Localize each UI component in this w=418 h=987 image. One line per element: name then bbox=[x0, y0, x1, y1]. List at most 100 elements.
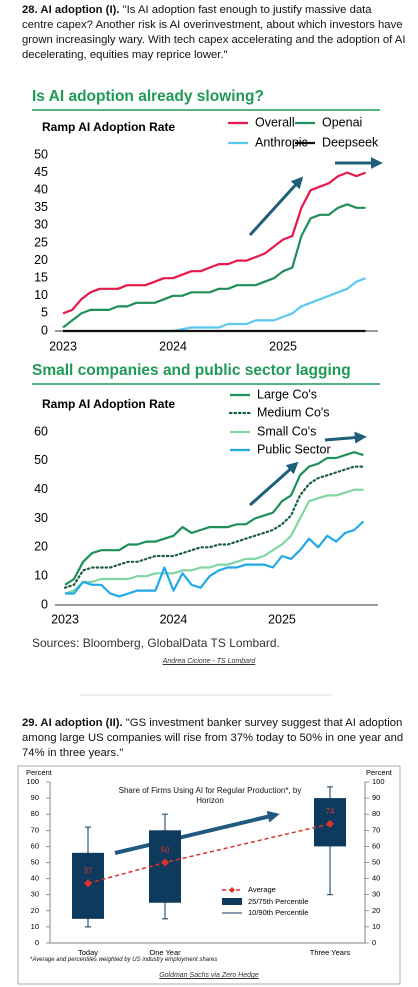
y2-tick-label: 90 bbox=[372, 793, 380, 802]
y2-tick-label: 20 bbox=[372, 906, 380, 915]
x-tick-label: Today bbox=[78, 948, 98, 957]
y-tick-label: 50 bbox=[31, 857, 39, 866]
credit: Goldman Sachs via Zero Hedge bbox=[159, 972, 259, 979]
quote: "Is AI adoption fast enough to justify m… bbox=[22, 4, 406, 61]
series-line bbox=[62, 171, 366, 315]
series-line bbox=[65, 520, 365, 598]
source: Sources: Bloomberg, GlobalData TS Lombar… bbox=[32, 636, 280, 650]
mean-line bbox=[87, 823, 331, 885]
y-tick-label: 100 bbox=[26, 777, 39, 786]
y2-tick-label: 50 bbox=[372, 857, 380, 866]
y2-tick-label: 80 bbox=[372, 809, 380, 818]
x-tick-label: 2025 bbox=[268, 612, 296, 626]
legend-marker bbox=[229, 887, 235, 893]
y-tick-label: 40 bbox=[31, 874, 39, 883]
y-tick-label: 30 bbox=[34, 218, 48, 232]
y-tick-label: 20 bbox=[31, 906, 39, 915]
y-tick-label: 60 bbox=[34, 424, 48, 438]
trend-arrow bbox=[249, 461, 299, 507]
chart-subtitle: Ramp AI Adoption Rate bbox=[42, 397, 175, 411]
y-tick-label: 45 bbox=[34, 165, 48, 179]
credit: Andrea Cicione - TS Lombard bbox=[162, 658, 256, 665]
y-tick-label: 20 bbox=[34, 540, 48, 554]
x-tick-label: Three Years bbox=[310, 948, 351, 957]
series-line bbox=[64, 451, 364, 586]
chart-subtitle: Ramp AI Adoption Rate bbox=[42, 120, 175, 134]
y-tick-label: 50 bbox=[34, 453, 48, 467]
paragraph: 28. AI adoption (I). "Is AI adoption fas… bbox=[22, 3, 406, 63]
legend-label: Large Co's bbox=[257, 387, 317, 401]
mean-marker bbox=[84, 879, 92, 888]
y-tick-label: 5 bbox=[41, 306, 48, 320]
x-tick-label: 2024 bbox=[159, 339, 187, 353]
chart-title: Small companies and public sector laggin… bbox=[32, 362, 351, 379]
y-tick-label: 60 bbox=[31, 841, 39, 850]
heading: 28. AI adoption (I). bbox=[22, 4, 120, 16]
box bbox=[149, 830, 181, 903]
footnote: *Average and percentiles weighted by US … bbox=[30, 957, 218, 963]
legend-label: Small Co's bbox=[257, 424, 316, 438]
series-line bbox=[63, 277, 366, 333]
y-tick-label: 50 bbox=[34, 147, 48, 161]
trend-arrow bbox=[248, 176, 304, 237]
trend-arrow bbox=[324, 431, 367, 444]
heading: 29. AI adoption (II). bbox=[22, 717, 123, 729]
legend-label: Medium Co's bbox=[257, 405, 330, 419]
y-tick-label: 0 bbox=[41, 597, 48, 611]
x-tick-label: 2023 bbox=[49, 339, 77, 353]
y-tick-label: 25 bbox=[34, 235, 48, 249]
mean-label: 50 bbox=[161, 846, 170, 855]
y-tick-label: 0 bbox=[35, 938, 39, 947]
y2-axis-title: Percent bbox=[366, 768, 393, 777]
y-tick-label: 0 bbox=[41, 323, 48, 337]
mean-label: 74 bbox=[326, 807, 335, 816]
series-line bbox=[62, 203, 366, 329]
mean-marker bbox=[326, 819, 334, 828]
legend-swatch bbox=[222, 898, 242, 905]
y-tick-label: 10 bbox=[34, 288, 48, 302]
legend-label: Average bbox=[248, 885, 276, 894]
legend-label: Public Sector bbox=[257, 442, 331, 456]
y-tick-label: 20 bbox=[34, 253, 48, 267]
y2-tick-label: 70 bbox=[372, 825, 380, 834]
y2-tick-label: 10 bbox=[372, 922, 380, 931]
paragraph: 29. AI adoption (II). "GS investment ban… bbox=[22, 716, 406, 761]
mean-marker bbox=[161, 858, 169, 867]
y2-tick-label: 40 bbox=[372, 874, 380, 883]
legend-label: Openai bbox=[322, 115, 362, 129]
x-tick-label: 2023 bbox=[51, 612, 79, 626]
y-tick-label: 10 bbox=[34, 568, 48, 582]
mean-label: 37 bbox=[84, 867, 93, 876]
y-tick-label: 30 bbox=[34, 511, 48, 525]
legend-label: 10/90th Percentile bbox=[248, 908, 308, 917]
chart-frame bbox=[17, 765, 401, 985]
quote: "GS investment banker survey suggest tha… bbox=[22, 717, 404, 759]
y-tick-label: 40 bbox=[34, 482, 48, 496]
y-tick-label: 40 bbox=[34, 182, 48, 196]
y2-tick-label: 30 bbox=[372, 890, 380, 899]
y2-tick-label: 60 bbox=[372, 841, 380, 850]
legend-label: 25/75th Percentile bbox=[248, 897, 308, 906]
y-tick-label: 70 bbox=[31, 825, 39, 834]
y2-tick-label: 100 bbox=[372, 777, 385, 786]
y-tick-label: 10 bbox=[31, 922, 39, 931]
trend-arrow bbox=[114, 810, 280, 855]
chart-title: Is AI adoption already slowing? bbox=[32, 88, 264, 105]
series-line bbox=[64, 488, 364, 595]
x-tick-label: 2024 bbox=[160, 612, 188, 626]
y-tick-label: 80 bbox=[31, 809, 39, 818]
y-tick-label: 35 bbox=[34, 200, 48, 214]
legend-label: Deepseek bbox=[322, 135, 379, 149]
x-tick-label: 2025 bbox=[269, 339, 297, 353]
y-axis-title: Percent bbox=[26, 768, 53, 777]
y-tick-label: 90 bbox=[31, 793, 39, 802]
y-tick-label: 15 bbox=[34, 270, 48, 284]
chart-title: Share of Firms Using AI for Regular Prod… bbox=[118, 786, 302, 805]
x-tick-label: One Year bbox=[149, 948, 181, 957]
series-line bbox=[63, 465, 365, 589]
legend-label: Overall bbox=[255, 115, 295, 129]
y2-tick-label: 0 bbox=[372, 938, 376, 947]
legend-label: Anthropic bbox=[255, 135, 308, 149]
